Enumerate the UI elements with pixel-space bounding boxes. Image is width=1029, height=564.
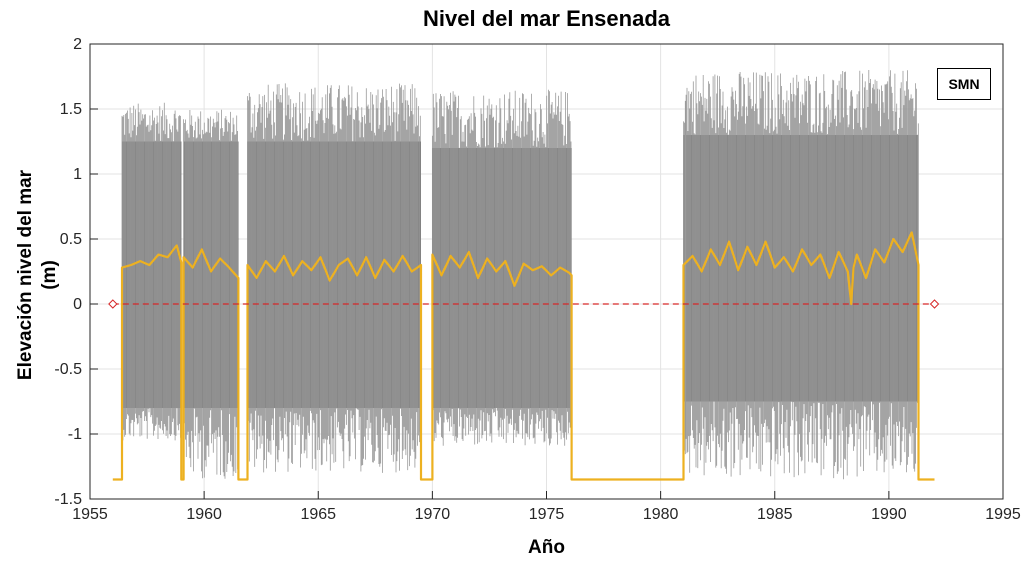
y-axis-label-line-2: (m) [39,260,60,290]
monthly-mean-line [112,231,935,481]
y-tick-label: 1.5 [60,101,82,118]
legend-label: SMN [948,76,980,92]
sea-level-spikes [247,83,421,473]
x-tick-label: 1980 [643,506,679,523]
monthly-mean-series [112,231,935,481]
sea-level-spikes [683,70,919,480]
x-tick-label: 1965 [300,506,336,523]
y-tick-label: -1 [68,426,82,443]
zero-reference-series [108,299,940,309]
x-tick-label: 1955 [72,506,108,523]
y-tick-label: 2 [73,36,82,53]
legend: SMN [937,68,991,100]
x-tick-label: 1970 [415,506,451,523]
axis-ticks: 1955 1960 1965 1970 1975 1980 1985 1990 1995 -1.5… [54,36,1020,523]
x-tick-label: 1995 [985,506,1021,523]
reference-marker [108,299,118,309]
x-tick-label: 1975 [529,506,565,523]
y-tick-label: -1.5 [54,491,82,508]
y-tick-label: 0.5 [60,231,82,248]
x-tick-label: 1985 [757,506,793,523]
reference-marker [929,299,940,309]
y-tick-label: 1 [73,166,82,183]
y-axis-label: Elevación nivel del mar (m) [14,170,62,380]
x-tick-label: 1990 [871,506,907,523]
chart-title: Nivel del mar Ensenada [423,6,670,31]
y-tick-label: -0.5 [54,361,82,378]
x-tick-label: 1960 [186,506,222,523]
y-axis-label-line-1: Elevación nivel del mar [15,169,36,381]
y-tick-label: 0 [73,296,82,313]
x-axis-label: Año [528,537,565,558]
